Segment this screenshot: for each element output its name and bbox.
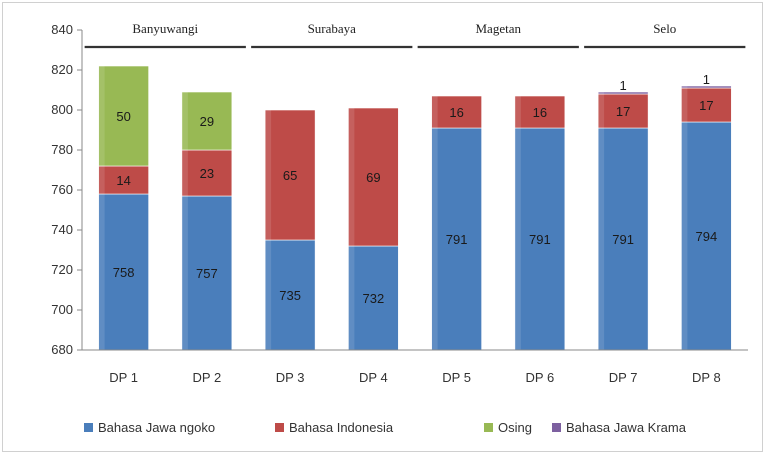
- bar-segment: [597, 93, 649, 129]
- y-tick-label: 780: [51, 142, 73, 157]
- bar-highlight: [98, 66, 105, 166]
- y-axis: 680 700 720 740 760 780 800 820 840: [51, 22, 83, 357]
- y-tick-label: 740: [51, 222, 73, 237]
- bar-segment: [431, 127, 482, 351]
- legend-swatch: [552, 423, 561, 432]
- legend-label: Bahasa Jawa Krama: [566, 420, 687, 435]
- group-headers: Banyuwangi Surabaya Magetan Selo: [84, 21, 746, 49]
- data-label: 17: [699, 98, 713, 113]
- data-label: 794: [696, 229, 718, 244]
- data-label: 791: [446, 232, 468, 247]
- data-label: 1: [620, 78, 627, 93]
- data-label: 791: [529, 232, 551, 247]
- data-label: 50: [116, 109, 130, 124]
- bar-highlight: [181, 92, 188, 150]
- group-label: Surabaya: [308, 21, 357, 36]
- legend-label: Osing: [498, 420, 532, 435]
- x-tick-label: DP 8: [692, 370, 721, 385]
- bar-highlight: [265, 240, 272, 350]
- bar-segment: [681, 121, 732, 351]
- group-label: Selo: [653, 21, 676, 36]
- y-tick-label: 700: [51, 302, 73, 317]
- data-label: 757: [196, 266, 218, 281]
- data-label: 732: [363, 291, 385, 306]
- data-label: 791: [612, 232, 634, 247]
- bar-segment: [181, 195, 233, 351]
- bar-highlight: [348, 246, 355, 350]
- legend-label: Bahasa Jawa ngoko: [98, 420, 215, 435]
- x-tick-label: DP 5: [442, 370, 471, 385]
- data-label: 16: [449, 105, 463, 120]
- data-label: 14: [116, 173, 130, 188]
- x-tick-label: DP 2: [193, 370, 222, 385]
- bar-highlight: [681, 122, 688, 350]
- bars: 758 14 50 757 23 29 735 65 732 69 791 16 791 16 791 17 1…: [98, 65, 732, 351]
- data-label: 735: [279, 288, 301, 303]
- x-tick-label: DP 4: [359, 370, 388, 385]
- bar-highlight: [98, 194, 105, 350]
- legend-swatch: [84, 423, 93, 432]
- bar-segment: [348, 107, 399, 247]
- data-label: 1: [703, 72, 710, 87]
- data-label: 23: [200, 166, 214, 181]
- y-tick-label: 680: [51, 342, 73, 357]
- legend-swatch: [484, 423, 493, 432]
- group-label: Banyuwangi: [132, 21, 198, 36]
- group-label: Magetan: [476, 21, 522, 36]
- data-label: 17: [616, 104, 630, 119]
- x-axis: DP 1 DP 2 DP 3 DP 4 DP 5 DP 6 DP 7 DP 8: [82, 349, 748, 385]
- bar-highlight: [598, 94, 605, 128]
- bar-segment: [348, 245, 399, 351]
- data-label: 69: [366, 170, 380, 185]
- bar-segment: [264, 109, 316, 241]
- bar-segment: [181, 149, 233, 197]
- y-tick-label: 840: [51, 22, 73, 37]
- bar-highlight: [181, 150, 188, 196]
- bar-highlight: [681, 88, 688, 122]
- legend-label: Bahasa Indonesia: [289, 420, 394, 435]
- bar-segment: [98, 65, 149, 167]
- bar-highlight: [431, 128, 438, 350]
- y-tick-label: 820: [51, 62, 73, 77]
- bar-segment: [597, 91, 649, 95]
- bar-segment: [98, 165, 149, 195]
- bar-highlight: [514, 96, 521, 128]
- bar-segment: [514, 95, 566, 129]
- bar-highlight: [514, 128, 521, 350]
- bar-highlight: [681, 86, 688, 88]
- bar-segment: [181, 91, 233, 151]
- bar-highlight: [431, 96, 438, 128]
- legend-swatch: [275, 423, 284, 432]
- bar-segment: [98, 193, 149, 351]
- bar-highlight: [265, 110, 272, 240]
- x-tick-label: DP 6: [526, 370, 555, 385]
- legend: Bahasa Jawa ngoko Bahasa Indonesia Osing Ba…: [84, 420, 687, 435]
- data-label: 16: [533, 105, 547, 120]
- y-tick-label: 760: [51, 182, 73, 197]
- x-tick-label: DP 7: [609, 370, 638, 385]
- bar-segment: [681, 85, 732, 89]
- bar-highlight: [598, 128, 605, 350]
- y-tick-label: 720: [51, 262, 73, 277]
- x-tick-label: DP 1: [109, 370, 138, 385]
- data-label: 65: [283, 168, 297, 183]
- y-tick-label: 800: [51, 102, 73, 117]
- bar-highlight: [181, 196, 188, 350]
- bar-segment: [597, 127, 649, 351]
- x-tick-label: DP 3: [276, 370, 305, 385]
- bar-segment: [264, 239, 316, 351]
- bar-highlight: [598, 92, 605, 94]
- bar-highlight: [98, 166, 105, 194]
- data-label: 29: [200, 114, 214, 129]
- bar-segment: [431, 95, 482, 129]
- bar-highlight: [348, 108, 355, 246]
- data-label: 758: [113, 265, 135, 280]
